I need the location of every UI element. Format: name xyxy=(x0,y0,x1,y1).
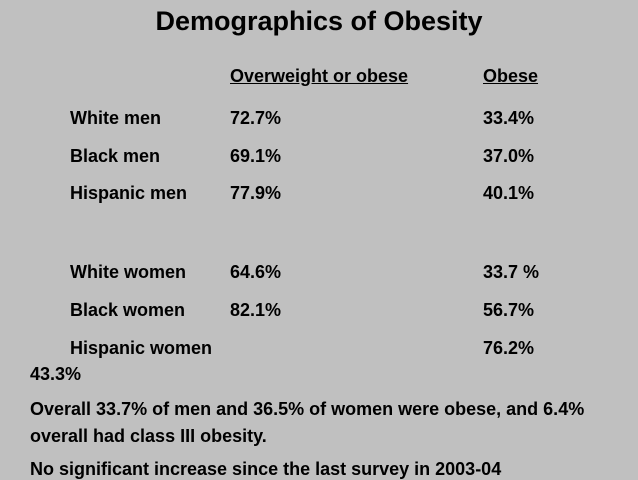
row-label: Hispanic men xyxy=(70,183,188,203)
overweight-value: 82.1% xyxy=(230,300,282,320)
obese-value: 43.3% xyxy=(30,364,82,384)
overweight-value: 64.6% xyxy=(230,262,282,282)
obese-value: 33.7 % xyxy=(483,262,540,282)
row-label: Black women xyxy=(70,300,186,320)
header-overweight: Overweight or obese xyxy=(230,66,409,86)
row-label: Black men xyxy=(70,146,161,166)
overweight-value: 76.2% xyxy=(483,338,535,358)
header-obese: Obese xyxy=(483,66,539,86)
footnote-text: No significant increase since the last s… xyxy=(30,459,502,479)
obese-value: 56.7% xyxy=(483,300,535,320)
row-label: White women xyxy=(70,262,186,282)
overweight-value: 72.7% xyxy=(230,108,282,128)
obese-value: 40.1% xyxy=(483,183,535,203)
overweight-value: 77.9% xyxy=(230,183,282,203)
summary-text: Overall 33.7% of men and 36.5% of women … xyxy=(30,399,585,446)
row-label: Hispanic women xyxy=(70,338,213,358)
obese-value: 33.4% xyxy=(483,108,535,128)
overweight-value: 69.1% xyxy=(230,146,282,166)
slide-title: Demographics of Obesity xyxy=(155,6,483,36)
row-label: White men xyxy=(70,108,162,128)
obese-value: 37.0% xyxy=(483,146,535,166)
